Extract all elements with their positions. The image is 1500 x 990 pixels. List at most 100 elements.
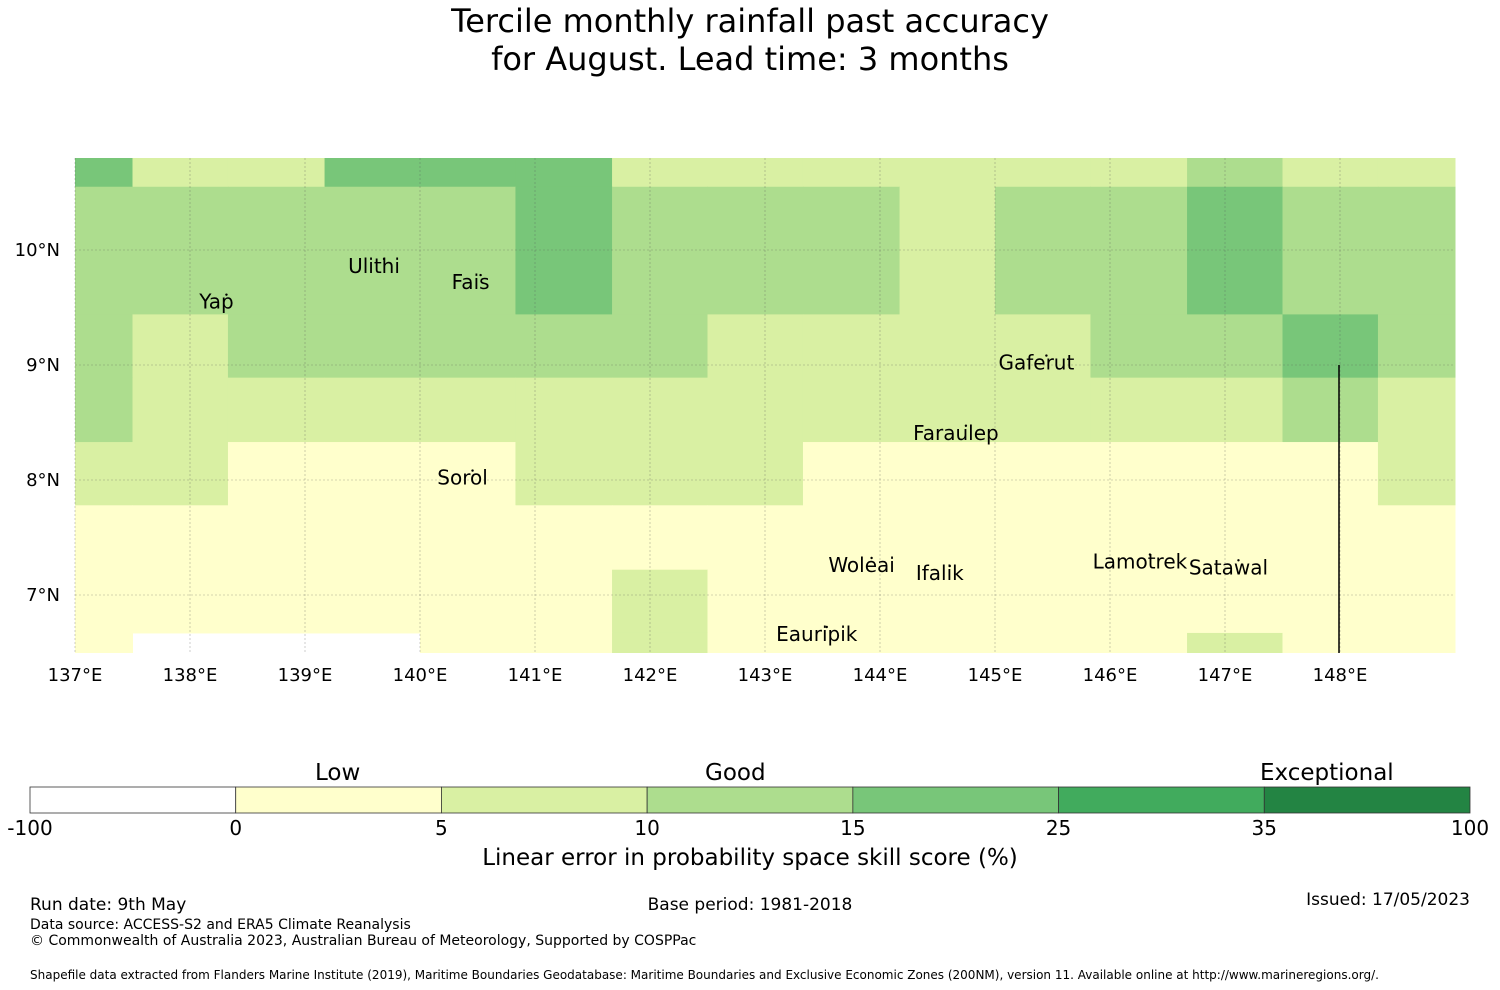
colorbar-segment (646, 786, 854, 814)
skill-cell (420, 442, 516, 506)
skill-cell (1090, 505, 1188, 571)
skill-cell (707, 186, 804, 315)
skill-cell (515, 158, 613, 188)
graticule-lines (74, 158, 1455, 653)
island-label: Sorol (437, 466, 488, 490)
skill-cell (420, 569, 516, 634)
island-label: Ulithi (348, 254, 400, 278)
island-label: Woleai (828, 553, 895, 577)
colorbar-tick-label: 35 (1251, 816, 1278, 840)
skill-cell (515, 632, 613, 653)
skill-cell (324, 314, 421, 379)
colorbar-tick-label: 5 (435, 816, 448, 840)
skill-cell (1282, 442, 1379, 506)
skill-cell (1187, 632, 1283, 653)
skill-cell (515, 505, 613, 571)
island-markers: Yap Ulithi Fais Gaferut Faraulep Sorol Woleai I… (198, 254, 1268, 646)
skill-cell (612, 186, 708, 315)
map-title: Tercile monthly rainfall past accuracy f… (0, 2, 1500, 78)
skill-cell (899, 314, 996, 379)
lat-tick-label: 10°N (15, 240, 60, 261)
skill-cell (324, 158, 421, 188)
skill-cell (75, 632, 133, 653)
skill-cell (132, 442, 229, 506)
skill-cell (802, 158, 901, 188)
skill-cell (1282, 569, 1379, 634)
colorbar-tick-label: 15 (840, 816, 866, 840)
skill-cell (132, 314, 229, 379)
skill-cell (995, 569, 1091, 634)
colorbar-segment (1058, 786, 1265, 814)
skill-cell (75, 158, 133, 188)
island-label: Lamotrek (1093, 550, 1188, 574)
skill-cell (707, 569, 804, 634)
island-dot (964, 424, 968, 427)
skill-cell (995, 186, 1091, 315)
skill-cell (899, 569, 996, 634)
colorbar-category-low: Low (315, 760, 361, 786)
copyright: © Commonwealth of Australia 2023, Austra… (30, 933, 697, 949)
skill-cell (1090, 158, 1188, 188)
skill-cell (612, 377, 708, 443)
title-line-2: for August. Lead time: 3 months (491, 40, 1009, 78)
skill-cell (612, 158, 708, 188)
skill-cell (1282, 632, 1379, 653)
lon-tick-label: 139°E (278, 665, 333, 686)
skill-cell (515, 186, 613, 315)
skill-cell (420, 632, 516, 653)
skill-cell (802, 377, 901, 443)
skill-cell (1187, 314, 1283, 379)
island-dot (948, 564, 951, 568)
skill-cell (75, 442, 133, 506)
skill-cell (420, 158, 516, 188)
skill-cell (227, 158, 326, 188)
skill-cell (1187, 377, 1283, 443)
skill-cell (324, 505, 421, 571)
lon-tick-label: 148°E (1313, 665, 1368, 686)
issued-date: Issued: 17/05/2023 (1306, 890, 1470, 910)
skill-cell (227, 186, 326, 315)
skill-cell (612, 505, 708, 571)
skill-cell (1282, 186, 1379, 315)
skill-cell (802, 569, 901, 634)
island-dot (870, 556, 873, 560)
lon-tick-label: 140°E (393, 665, 448, 686)
colorbar-tick-label: 10 (634, 816, 660, 840)
skill-cell (995, 377, 1091, 443)
skill-cell (1090, 186, 1188, 315)
island-dot (825, 625, 828, 629)
skill-cell (899, 632, 996, 653)
lon-tick-label: 138°E (163, 665, 218, 686)
lat-tick-label: 9°N (26, 355, 60, 376)
skill-cell (899, 442, 996, 506)
lon-tick-label: 144°E (853, 665, 908, 686)
skill-cell (515, 569, 613, 634)
colorbar (29, 786, 1471, 814)
colorbar-category-good: Good (705, 760, 766, 786)
skill-cell (227, 377, 326, 443)
skill-cell (1377, 314, 1456, 379)
lat-tick-label: 8°N (26, 470, 60, 491)
skill-cell (707, 314, 804, 379)
skill-cell (1377, 569, 1456, 634)
skill-cell (995, 314, 1091, 379)
island-label: Yap (198, 290, 233, 314)
skill-cell (707, 442, 804, 506)
colorbar-segment (235, 786, 442, 814)
skill-cell (132, 186, 229, 315)
skill-cell (802, 186, 901, 315)
skill-cell (612, 569, 708, 634)
island-dot (1045, 354, 1048, 357)
skill-cell (1282, 314, 1379, 379)
lon-tick-label: 142°E (623, 665, 678, 686)
skill-cell (612, 314, 708, 379)
skill-cell (899, 377, 996, 443)
colorbar-tick-label: -100 (7, 816, 53, 840)
skill-cell (324, 569, 421, 634)
skill-cell (1090, 569, 1188, 634)
colorbar-segment (852, 786, 1059, 814)
shapefile-credit: Shapefile data extracted from Flanders M… (30, 968, 1379, 982)
lon-tick-label: 145°E (968, 665, 1023, 686)
skill-cell (1187, 505, 1283, 571)
skill-cell (75, 505, 133, 571)
